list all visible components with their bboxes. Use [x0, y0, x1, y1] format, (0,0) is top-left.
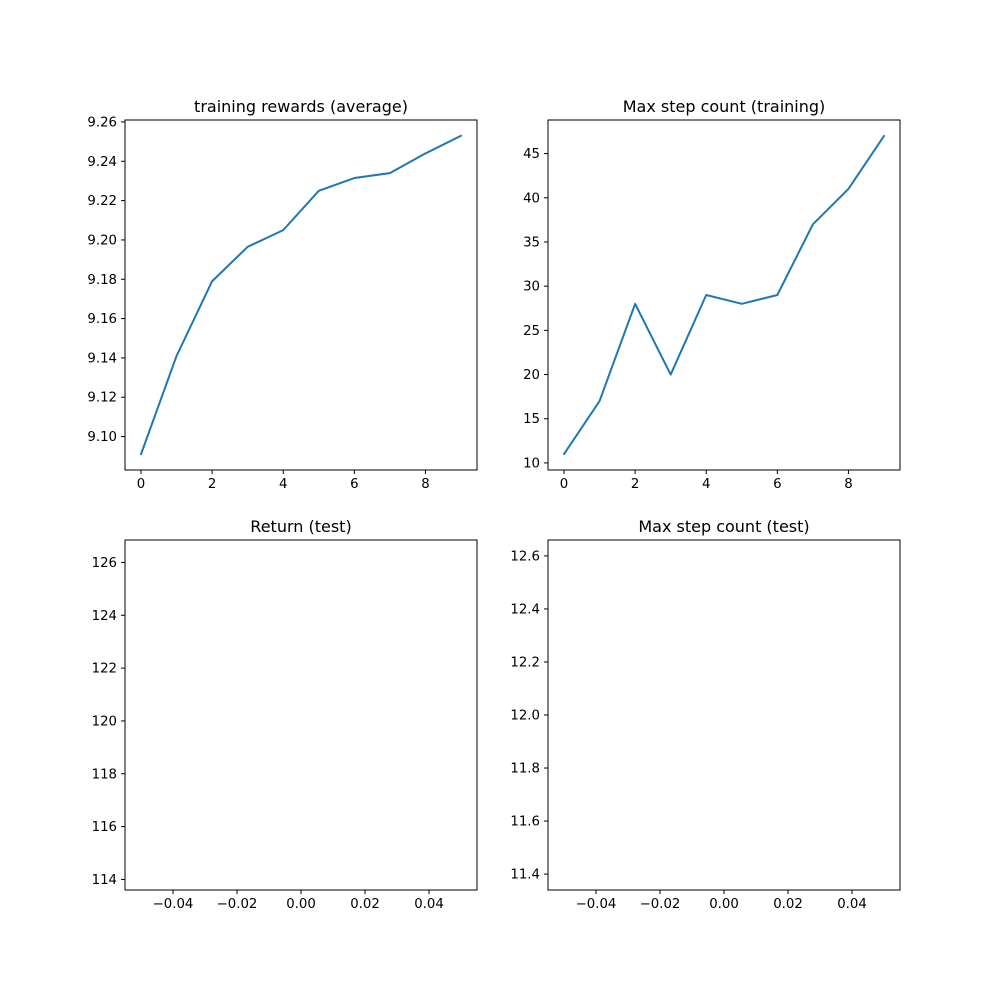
- y-tick-label: 40: [523, 191, 540, 206]
- y-tick-label: 12.4: [510, 602, 540, 617]
- x-tick-label: 0.02: [773, 897, 803, 912]
- y-tick-label: 9.10: [87, 430, 117, 445]
- y-tick-label: 114: [92, 873, 117, 888]
- x-tick-label: 0.00: [286, 897, 316, 912]
- x-tick-label: 4: [279, 477, 287, 492]
- x-tick-label: 0: [137, 477, 145, 492]
- x-tick-label: 2: [631, 477, 639, 492]
- y-tick-label: 20: [523, 368, 540, 383]
- y-tick-label: 9.16: [87, 312, 117, 327]
- subplot-return-test: Return (test) −0.04 −0.02 0.00 0.02 0.04 114 1…: [92, 517, 478, 912]
- axes-frame: [124, 119, 478, 471]
- y-tick-label: 30: [523, 280, 540, 295]
- y-tick-label: 15: [523, 412, 540, 427]
- x-tick-label: 2: [208, 477, 216, 492]
- y-tick-label: 9.20: [87, 233, 117, 248]
- x-tick-label: 0.02: [350, 897, 380, 912]
- subplot-training-rewards: training rewards (average) 0 2 4 6 8 9.10 9.12…: [87, 97, 478, 492]
- subplot-max-step-test: Max step count (test) −0.04 −0.02 0.00 0.02…: [510, 517, 901, 912]
- subplot-title: training rewards (average): [194, 97, 408, 116]
- x-tick-label: −0.02: [217, 897, 258, 912]
- x-tick-label: −0.04: [576, 897, 617, 912]
- x-tick-label: 0: [560, 477, 568, 492]
- y-tick-label: 12.2: [510, 655, 540, 670]
- y-tick-label: 35: [523, 235, 540, 250]
- x-tick-label: 0.04: [414, 897, 444, 912]
- y-tick-label: 118: [92, 767, 117, 782]
- y-tick-label: 12.0: [510, 709, 540, 724]
- subplot-title: Return (test): [250, 517, 351, 536]
- subplot-max-step-training: Max step count (training) 0 2 4 6 8 10 15 20 25 3…: [523, 97, 901, 492]
- x-tick-label: 4: [702, 477, 710, 492]
- y-tick-label: 9.18: [87, 273, 117, 288]
- y-tick-label: 116: [92, 820, 117, 835]
- subplot-title: Max step count (training): [623, 97, 826, 116]
- y-tick-label: 11.4: [510, 868, 540, 883]
- y-tick-label: 12.6: [510, 549, 540, 564]
- x-tick-label: 8: [844, 477, 852, 492]
- x-tick-label: 0.00: [709, 897, 739, 912]
- x-tick-label: 6: [350, 477, 358, 492]
- y-tick-label: 11.6: [510, 815, 540, 830]
- series-line: [563, 134, 885, 456]
- y-tick-label: 9.24: [87, 155, 117, 170]
- x-tick-label: −0.02: [640, 897, 681, 912]
- axes-frame: [547, 119, 901, 471]
- subplot-title: Max step count (test): [638, 517, 809, 536]
- y-tick-label: 9.12: [87, 391, 117, 406]
- y-tick-label: 124: [92, 609, 117, 624]
- y-tick-label: 45: [523, 147, 540, 162]
- series-line: [140, 134, 462, 456]
- x-tick-label: 6: [773, 477, 781, 492]
- x-tick-label: −0.04: [153, 897, 194, 912]
- y-tick-label: 10: [523, 456, 540, 471]
- y-tick-label: 9.14: [87, 351, 117, 366]
- y-tick-label: 120: [92, 714, 117, 729]
- y-tick-label: 11.8: [510, 762, 540, 777]
- x-tick-label: 8: [421, 477, 429, 492]
- x-tick-label: 0.04: [837, 897, 867, 912]
- y-tick-label: 9.22: [87, 194, 117, 209]
- y-tick-label: 9.26: [87, 115, 117, 130]
- y-tick-label: 25: [523, 324, 540, 339]
- y-tick-label: 126: [92, 556, 117, 571]
- y-tick-label: 122: [92, 662, 117, 677]
